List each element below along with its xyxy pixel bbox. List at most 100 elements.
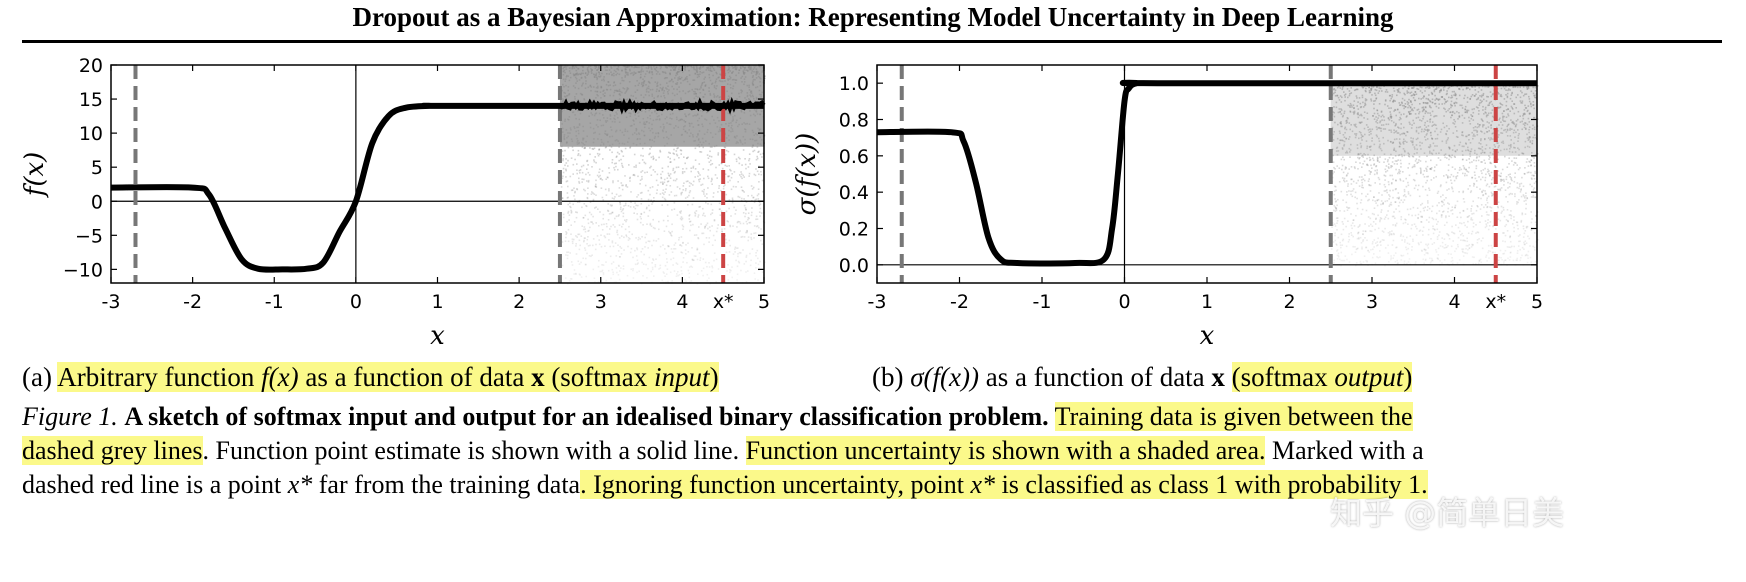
panel-b-uncertainty-dot xyxy=(1429,121,1431,123)
panel-a-uncertainty-dot xyxy=(628,164,630,166)
panel-a-uncertainty-dot xyxy=(601,264,603,266)
panel-a-uncertainty-dot xyxy=(743,198,745,200)
panel-a-uncertainty-dot xyxy=(628,231,631,233)
panel-b-uncertainty-dot xyxy=(1390,258,1392,261)
panel-b-uncertainty-dot xyxy=(1336,250,1338,252)
panel-a-uncertainty-dot xyxy=(705,201,707,204)
panel-b-uncertainty-dot xyxy=(1525,227,1528,229)
panel-b-uncertainty-dot xyxy=(1360,199,1363,201)
panel-b-uncertainty-dot xyxy=(1492,194,1494,197)
panel-b-uncertainty-dot xyxy=(1458,88,1461,91)
panel-a-uncertainty-dot xyxy=(577,260,580,263)
panel-b-uncertainty-dot xyxy=(1524,197,1526,199)
panel-b-uncertainty-dot xyxy=(1357,226,1359,228)
panel-a-uncertainty-dot xyxy=(571,189,574,191)
panel-b-uncertainty-dot xyxy=(1426,138,1429,140)
panel-b-uncertainty-dot xyxy=(1401,239,1403,241)
panel-a-uncertainty-dot xyxy=(704,226,706,228)
panel-b-uncertainty-dot xyxy=(1524,213,1527,215)
panel-b-uncertainty-dot xyxy=(1451,231,1453,233)
panel-b-uncertainty-dot xyxy=(1423,102,1425,104)
panel-b-uncertainty-dot xyxy=(1348,261,1351,263)
panel-a-uncertainty-dot xyxy=(600,245,603,248)
panel-b-uncertainty-dot xyxy=(1354,167,1356,170)
panel-b-uncertainty-dot xyxy=(1384,168,1387,171)
panel-a-uncertainty-dot xyxy=(651,262,653,264)
panel-b-uncertainty-dot xyxy=(1383,116,1385,118)
panel-a-uncertainty-dot xyxy=(706,197,708,199)
panel-b-uncertainty-dot xyxy=(1429,112,1431,114)
panel-b-uncertainty-dot xyxy=(1420,171,1422,174)
panel-b-uncertainty-dot xyxy=(1504,155,1506,158)
panel-a-uncertainty-dot xyxy=(724,234,726,237)
panel-a-uncertainty-dot xyxy=(606,233,609,235)
panel-b-uncertainty-dot xyxy=(1424,136,1426,138)
panel-b-uncertainty-dot xyxy=(1531,140,1534,142)
panel-a-uncertainty-dot xyxy=(637,175,639,178)
panel-b-uncertainty-dot xyxy=(1491,103,1494,106)
panel-b-uncertainty-dot xyxy=(1356,207,1359,210)
panel-b-uncertainty-dot xyxy=(1346,119,1348,122)
panel-b-uncertainty-dot xyxy=(1376,86,1378,88)
panel-b-uncertainty-dot xyxy=(1417,242,1420,244)
panel-b-uncertainty-dot xyxy=(1462,154,1464,156)
panel-b-uncertainty-dot xyxy=(1510,94,1513,96)
panel-b-uncertainty-dot xyxy=(1425,258,1427,261)
panel-a-uncertainty-dot xyxy=(750,236,752,239)
panel-b-uncertainty-dot xyxy=(1419,229,1422,232)
panel-b-uncertainty-dot xyxy=(1365,90,1367,93)
panel-b-uncertainty-dot xyxy=(1357,179,1359,182)
panel-b-uncertainty-dot xyxy=(1461,122,1464,124)
panel-a-uncertainty-dot xyxy=(676,263,679,265)
panel-b-uncertainty-dot xyxy=(1475,98,1478,101)
panel-b-uncertainty-dot xyxy=(1504,259,1506,261)
panel-b-uncertainty-dot xyxy=(1387,117,1390,120)
panel-b-uncertainty-dot xyxy=(1360,134,1363,136)
panel-b-uncertainty-dot xyxy=(1471,86,1474,88)
panel-a-uncertainty-dot xyxy=(747,236,750,238)
panel-b-uncertainty-dot xyxy=(1503,110,1505,112)
panel-b-uncertainty-dot xyxy=(1343,112,1346,115)
panel-b-uncertainty-dot xyxy=(1533,107,1535,110)
panel-a-uncertainty-dot xyxy=(625,219,628,221)
panel-b-uncertainty-dot xyxy=(1354,251,1357,253)
panel-a-uncertainty-dot xyxy=(757,198,760,200)
panel-b-uncertainty-dot xyxy=(1483,206,1485,209)
panel-b-uncertainty-dot xyxy=(1521,100,1524,102)
panel-b-uncertainty-dot xyxy=(1412,178,1415,181)
panel-b-uncertainty-dot xyxy=(1459,141,1462,144)
panel-b-uncertainty-dot xyxy=(1509,214,1512,216)
panel-a-uncertainty-dot xyxy=(699,178,701,180)
panel-b-uncertainty-dot xyxy=(1391,230,1393,232)
panel-b-uncertainty-dot xyxy=(1443,238,1446,240)
panel-b-uncertainty-dot xyxy=(1476,231,1479,233)
panel-b-uncertainty-dot xyxy=(1405,246,1407,249)
panel-b-uncertainty-dot xyxy=(1530,229,1533,231)
panel-a-uncertainty-dot xyxy=(725,238,727,241)
panel-a-uncertainty-dot xyxy=(571,146,574,148)
panel-b-uncertainty-dot xyxy=(1367,129,1370,131)
panel-b-uncertainty-dot xyxy=(1437,258,1439,261)
panel-b-uncertainty-dot xyxy=(1531,142,1534,145)
panel-b-uncertainty-dot xyxy=(1337,198,1339,201)
panel-a-uncertainty-dot xyxy=(611,211,613,214)
panel-b-uncertainty-dot xyxy=(1333,171,1335,173)
panel-b-uncertainty-dot xyxy=(1388,94,1391,97)
panel-b-uncertainty-dot xyxy=(1537,239,1539,241)
panel-b-uncertainty-dot xyxy=(1484,190,1486,192)
panel-b-uncertainty-dot xyxy=(1463,201,1466,203)
panel-a-uncertainty-dot xyxy=(645,233,648,236)
panel-b-uncertainty-dot xyxy=(1463,221,1465,224)
panel-b-uncertainty-dot xyxy=(1391,161,1394,163)
panel-a-uncertainty-dot xyxy=(663,197,666,200)
panel-a-uncertainty-dot xyxy=(623,205,625,207)
panel-b-uncertainty-dot xyxy=(1488,158,1490,160)
panel-b-uncertainty-dot xyxy=(1514,176,1516,179)
panel-a-uncertainty-dot xyxy=(626,274,629,277)
panel-b-uncertainty-dot xyxy=(1374,92,1376,95)
panel-b-uncertainty-dot xyxy=(1451,114,1453,117)
panel-b-uncertainty-dot xyxy=(1526,261,1529,264)
panel-b-uncertainty-dot xyxy=(1448,215,1450,217)
panel-b-uncertainty-dot xyxy=(1480,96,1483,98)
panel-b-uncertainty-dot xyxy=(1470,150,1472,153)
